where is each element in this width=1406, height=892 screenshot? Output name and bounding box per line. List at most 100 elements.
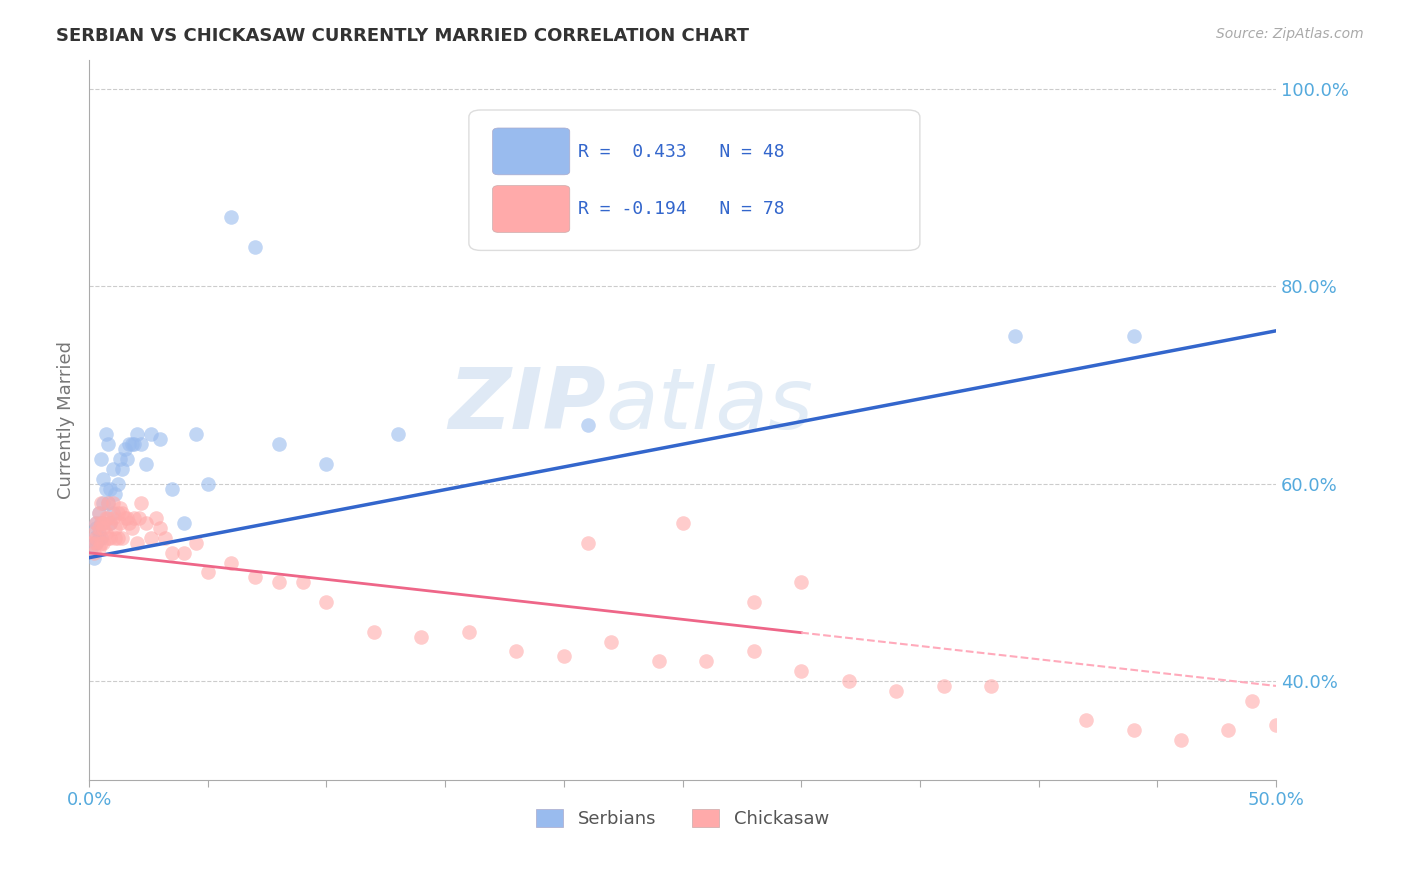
Point bbox=[84, 521, 107, 535]
Point bbox=[100, 516, 122, 531]
Text: atlas: atlas bbox=[606, 364, 813, 447]
Point bbox=[128, 511, 150, 525]
Point bbox=[267, 437, 290, 451]
Point bbox=[315, 457, 337, 471]
Point bbox=[932, 679, 955, 693]
Point bbox=[115, 511, 138, 525]
Point bbox=[111, 531, 134, 545]
Point bbox=[648, 654, 671, 668]
Point bbox=[197, 566, 219, 580]
Point bbox=[104, 521, 127, 535]
Point bbox=[1170, 733, 1192, 747]
Point bbox=[90, 516, 112, 531]
Point bbox=[742, 644, 765, 658]
Point bbox=[160, 482, 183, 496]
Point bbox=[135, 516, 157, 531]
Point bbox=[1218, 723, 1240, 738]
Point bbox=[790, 575, 813, 590]
Point bbox=[671, 516, 693, 531]
Point bbox=[108, 501, 131, 516]
Point bbox=[104, 486, 127, 500]
Point bbox=[121, 521, 143, 535]
Point bbox=[101, 496, 124, 510]
Point bbox=[84, 516, 107, 531]
Point bbox=[245, 240, 267, 254]
Point bbox=[91, 536, 114, 550]
Point bbox=[1122, 328, 1144, 343]
Point bbox=[695, 654, 717, 668]
Point bbox=[149, 433, 172, 447]
Point bbox=[100, 516, 122, 531]
Point bbox=[84, 531, 107, 545]
Point bbox=[184, 536, 207, 550]
Point bbox=[118, 516, 141, 531]
Point bbox=[184, 427, 207, 442]
FancyBboxPatch shape bbox=[492, 186, 569, 233]
Point bbox=[84, 536, 107, 550]
Text: R = -0.194   N = 78: R = -0.194 N = 78 bbox=[578, 201, 785, 219]
Point bbox=[145, 511, 167, 525]
Point bbox=[122, 511, 145, 525]
Point bbox=[100, 531, 122, 545]
Text: Source: ZipAtlas.com: Source: ZipAtlas.com bbox=[1216, 27, 1364, 41]
Point bbox=[505, 644, 527, 658]
Point bbox=[790, 664, 813, 678]
Point bbox=[129, 496, 152, 510]
Point bbox=[1004, 328, 1026, 343]
Point bbox=[111, 506, 134, 520]
Point bbox=[600, 634, 623, 648]
Text: R =  0.433   N = 48: R = 0.433 N = 48 bbox=[578, 143, 785, 161]
Point bbox=[114, 442, 136, 457]
Point bbox=[363, 624, 385, 639]
Point bbox=[107, 531, 129, 545]
Point bbox=[387, 427, 409, 442]
Point bbox=[153, 531, 176, 545]
Point bbox=[111, 462, 134, 476]
Point bbox=[80, 541, 103, 555]
Point bbox=[91, 521, 114, 535]
Point bbox=[1241, 694, 1264, 708]
Point bbox=[114, 511, 136, 525]
Point bbox=[100, 482, 122, 496]
Point bbox=[1265, 718, 1288, 732]
Point bbox=[90, 516, 112, 531]
Point bbox=[173, 516, 195, 531]
Point bbox=[115, 452, 138, 467]
Point bbox=[87, 506, 110, 520]
Point bbox=[838, 673, 860, 688]
Point bbox=[1122, 723, 1144, 738]
FancyBboxPatch shape bbox=[492, 128, 569, 175]
Point bbox=[94, 427, 117, 442]
Point bbox=[121, 437, 143, 451]
Point bbox=[576, 536, 599, 550]
Point bbox=[315, 595, 337, 609]
Point bbox=[884, 683, 907, 698]
Point bbox=[553, 649, 575, 664]
Point bbox=[94, 511, 117, 525]
Point bbox=[94, 526, 117, 541]
Point bbox=[91, 472, 114, 486]
Point bbox=[267, 575, 290, 590]
Point bbox=[101, 506, 124, 520]
Point bbox=[135, 457, 157, 471]
Point bbox=[221, 556, 243, 570]
Point bbox=[742, 595, 765, 609]
Point bbox=[125, 427, 148, 442]
Point bbox=[245, 570, 267, 584]
Point bbox=[104, 531, 127, 545]
Point bbox=[139, 427, 162, 442]
Point bbox=[576, 417, 599, 432]
Point bbox=[83, 546, 105, 560]
Point bbox=[84, 536, 107, 550]
Point bbox=[91, 496, 114, 510]
Point bbox=[129, 437, 152, 451]
Point bbox=[97, 437, 120, 451]
Point bbox=[221, 211, 243, 225]
Point bbox=[90, 496, 112, 510]
Point bbox=[91, 516, 114, 531]
Text: SERBIAN VS CHICKASAW CURRENTLY MARRIED CORRELATION CHART: SERBIAN VS CHICKASAW CURRENTLY MARRIED C… bbox=[56, 27, 749, 45]
Point bbox=[980, 679, 1002, 693]
Point bbox=[87, 506, 110, 520]
Point bbox=[97, 496, 120, 510]
Y-axis label: Currently Married: Currently Married bbox=[58, 341, 75, 499]
